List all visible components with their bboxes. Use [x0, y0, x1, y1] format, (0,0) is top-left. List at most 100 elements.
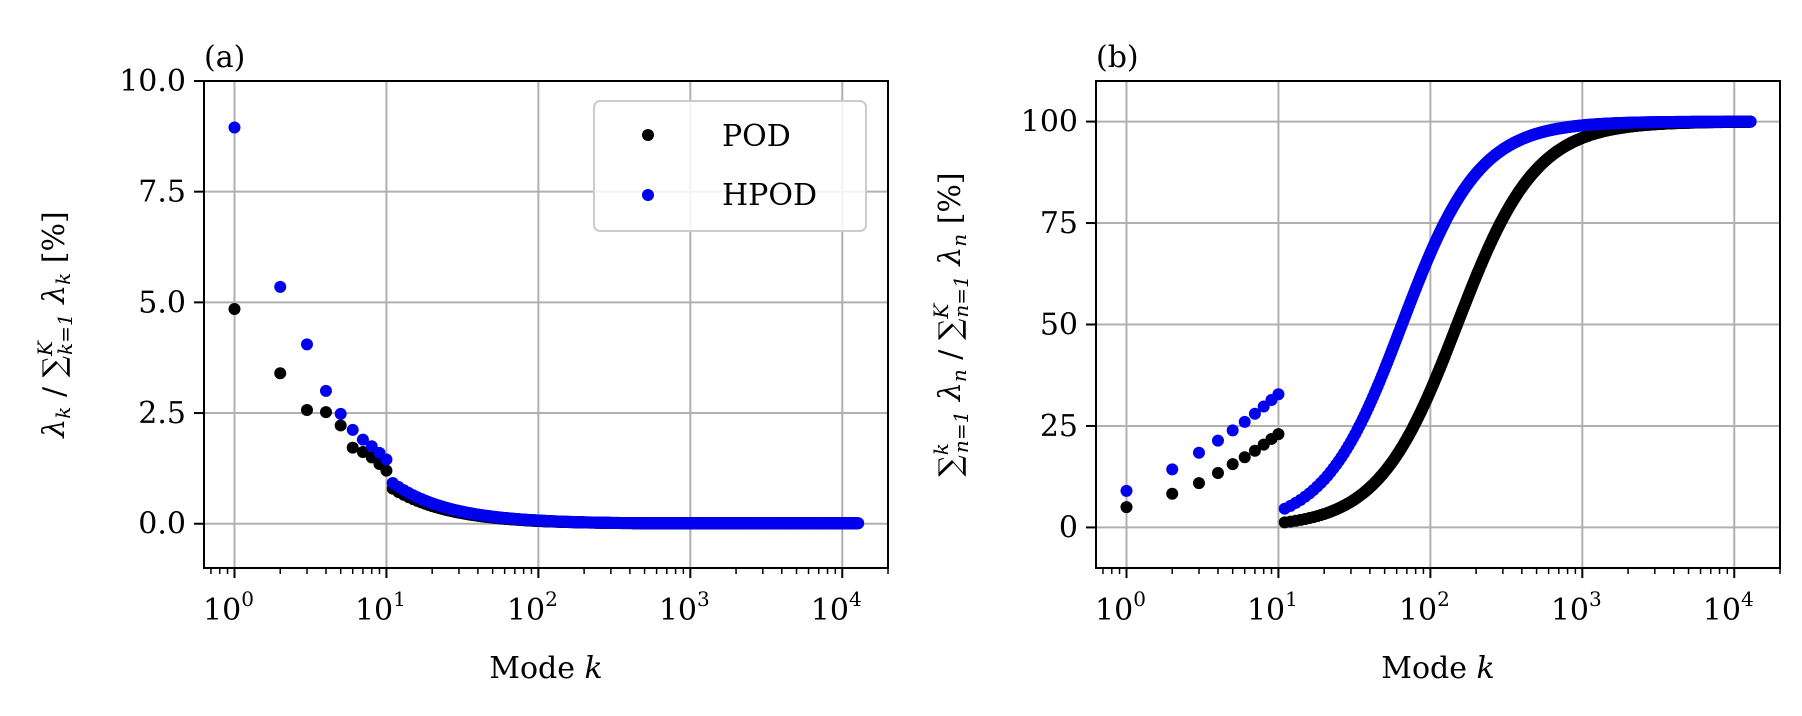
data-point [1744, 115, 1757, 128]
ylabel-sub-n3: n [947, 234, 971, 247]
data-point [1238, 415, 1251, 428]
data-point [1192, 477, 1205, 490]
data-point [274, 280, 287, 293]
ylabel-sub-k1: k=1 [53, 313, 77, 355]
y-axis-label: λk / ∑Kk=1 λk [%] [33, 211, 77, 438]
x-axis-label-text: Mode [489, 651, 584, 686]
ylabel-slash: / [37, 377, 72, 406]
data-point [1166, 487, 1179, 500]
series-hpod [228, 121, 865, 530]
ylabel-sup-k: k [929, 443, 953, 455]
data-point [1192, 446, 1205, 459]
data-point [1248, 444, 1261, 457]
data-point [380, 453, 393, 466]
legend-marker-hpod [642, 189, 654, 201]
data-point [1226, 424, 1239, 437]
data-point [1238, 451, 1251, 464]
x-tick-label: 100 [203, 587, 254, 628]
data-point [356, 446, 369, 459]
ylabel-sup-K: K [33, 340, 57, 357]
y-tick-label: 25 [1040, 409, 1078, 444]
axis-ticks: 100 101 102 103 104 0.0 2.5 5.0 7.5 10.0 [119, 64, 889, 628]
data-point [1272, 388, 1285, 401]
legend-label-hpod: HPOD [722, 178, 817, 213]
x-tick-label: 101 [1247, 587, 1298, 628]
data-point [1226, 458, 1239, 471]
data-point [1248, 407, 1261, 420]
data-point [365, 440, 378, 453]
y-tick-label: 7.5 [138, 175, 186, 210]
x-axis-label: Mode k [1381, 651, 1494, 686]
ylabel-sub-n: n [947, 369, 971, 382]
data-point [852, 517, 865, 530]
ylabel-lambda2: λ [37, 285, 72, 314]
chart-panel-a: 100 101 102 103 104 0.0 2.5 5.0 7.5 10.0 (a) Mode… [33, 40, 889, 686]
data-point [380, 464, 393, 477]
x-tick-label: 100 [1095, 587, 1146, 628]
y-tick-label: 50 [1040, 308, 1078, 343]
y-tick-label: 100 [1021, 105, 1078, 140]
data-point [319, 384, 332, 397]
y-tick-label: 75 [1040, 206, 1078, 241]
x-tick-label: 104 [1703, 587, 1754, 628]
ylabel-lambda1: λ [933, 382, 968, 411]
data-point [356, 433, 369, 446]
ylabel-unit: [%] [933, 172, 968, 233]
data-point [1211, 434, 1224, 447]
x-tick-label: 102 [1399, 587, 1450, 628]
y-tick-label: 5.0 [138, 285, 186, 320]
y-tick-label: 10.0 [119, 64, 186, 99]
data-points [228, 121, 865, 530]
ylabel-sub-k: k [51, 407, 75, 419]
x-axis-label: Mode k [489, 651, 602, 686]
x-tick-label: 104 [811, 587, 862, 628]
x-tick-label: 101 [355, 587, 406, 628]
data-point [1211, 467, 1224, 480]
ylabel-sub-n2: n=1 [949, 275, 973, 317]
data-point [1120, 484, 1133, 497]
data-point [1120, 501, 1133, 514]
x-tick-label: 103 [1551, 587, 1602, 628]
legend-marker-pod [642, 129, 654, 141]
data-point [334, 407, 347, 420]
data-point [300, 338, 313, 351]
y-tick-label: 2.5 [138, 396, 186, 431]
y-tick-label: 0 [1059, 510, 1078, 545]
ylabel-sum1: ∑ [933, 455, 968, 477]
data-point [1166, 463, 1179, 476]
x-axis-label-var: k [585, 651, 603, 686]
data-point [319, 406, 332, 419]
y-tick-label: 0.0 [138, 507, 186, 542]
data-points [1120, 115, 1757, 529]
data-point [300, 403, 313, 416]
data-point [274, 367, 287, 380]
series-hpod [1120, 115, 1757, 515]
y-axis-label: ∑kn=1 λn / ∑Kn=1 λn [%] [929, 172, 973, 476]
legend-box [593, 100, 867, 232]
x-tick-label: 103 [659, 587, 710, 628]
data-point [346, 423, 359, 436]
panel-label: (b) [1096, 40, 1139, 75]
ylabel-unit: [%] [37, 211, 72, 272]
ylabel-sub-k2: k [51, 273, 75, 285]
data-point [1272, 428, 1285, 441]
ylabel-sum2: ∑ [933, 318, 968, 340]
x-axis-label-text: Mode [1381, 651, 1476, 686]
legend: POD HPOD [593, 100, 867, 232]
x-tick-label: 102 [507, 587, 558, 628]
ylabel-sum: ∑ [37, 355, 72, 377]
data-point [228, 121, 241, 134]
ylabel-slash: / [933, 340, 968, 369]
axis-ticks: 100 101 102 103 104 0 25 50 75 100 [1021, 105, 1781, 628]
data-point [334, 419, 347, 432]
ylabel-lambda2: λ [933, 247, 968, 276]
axes-frame [203, 80, 889, 569]
data-point [228, 303, 241, 315]
ylabel-lambda: λ [37, 419, 72, 439]
panel-label: (a) [204, 40, 245, 75]
x-axis-label-var: k [1477, 651, 1495, 686]
legend-label-pod: POD [722, 119, 791, 154]
ylabel-sup-K: K [929, 303, 953, 320]
